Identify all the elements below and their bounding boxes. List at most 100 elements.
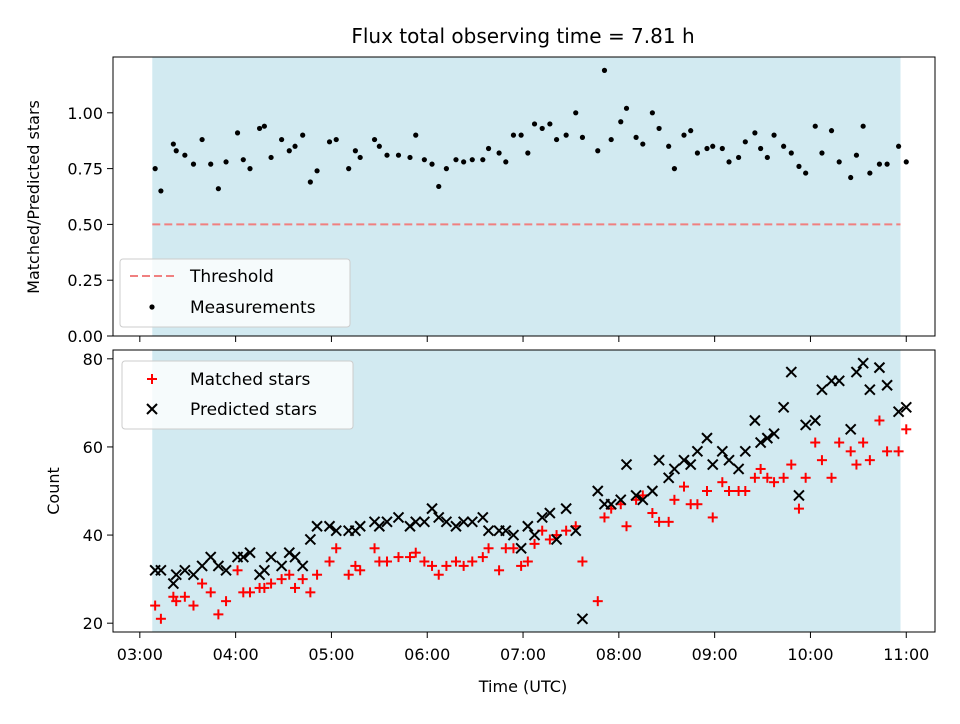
- matched-star-point: [259, 582, 270, 593]
- measurement-point: [726, 159, 732, 165]
- matched-star-point: [410, 547, 421, 558]
- measurement-point: [199, 136, 205, 143]
- x-tick-label: 08:00: [596, 645, 642, 664]
- predicted-star-point: [620, 458, 633, 471]
- matched-star-point: [577, 556, 588, 567]
- measurement-point: [876, 161, 883, 167]
- matched-star-point: [599, 512, 610, 523]
- y-axis-label-bottom: Count: [44, 467, 63, 515]
- predicted-marker-b: [418, 516, 431, 528]
- measurement-point: [261, 123, 267, 129]
- measurement-points: [152, 67, 909, 194]
- predicted-star-point: [749, 414, 761, 427]
- matched-star-point: [864, 455, 875, 466]
- predicted-star-point: [662, 472, 675, 484]
- predicted-marker-b: [426, 502, 438, 515]
- measurement-point: [247, 166, 253, 172]
- predicted-marker-b: [646, 485, 659, 497]
- predicted-marker-b: [678, 454, 690, 466]
- matched-star-point: [663, 516, 674, 527]
- predicted-star-point: [850, 366, 863, 378]
- measurement-point: [182, 152, 188, 158]
- matched-star-point: [793, 503, 804, 514]
- predicted-star-point: [500, 524, 512, 537]
- predicted-marker-b: [275, 560, 288, 572]
- predicted-star-point: [373, 520, 386, 532]
- y-tick-label: 60: [83, 438, 103, 457]
- measurement-point: [421, 157, 427, 163]
- predicted-star-point: [482, 524, 495, 537]
- y-tick-label: 0.50: [67, 215, 103, 234]
- measurement-point: [531, 121, 538, 127]
- predicted-star-point: [646, 485, 659, 497]
- predicted-marker-b: [507, 529, 520, 541]
- predicted-marker-b: [749, 414, 761, 427]
- measurement-point: [371, 136, 378, 143]
- predicted-marker-b: [560, 502, 572, 515]
- predicted-star-point: [237, 551, 250, 563]
- matched-star-point: [621, 521, 632, 532]
- predicted-star-point: [258, 564, 271, 577]
- measurement-point: [413, 132, 419, 138]
- predicted-marker-b: [205, 551, 217, 563]
- predicted-marker-b: [777, 401, 790, 413]
- measurement-point: [853, 152, 860, 158]
- predicted-star-point: [304, 533, 317, 546]
- predicted-star-point: [844, 423, 857, 436]
- predicted-star-point: [833, 375, 845, 387]
- matched-star-point: [245, 587, 255, 598]
- predicted-star-point: [892, 405, 905, 418]
- measurement-point: [510, 132, 517, 138]
- predicted-star-point: [739, 445, 752, 458]
- matched-star-point: [692, 499, 703, 510]
- matched-star-point: [179, 591, 190, 602]
- measurement-point: [307, 179, 313, 185]
- predicted-marker-b: [701, 432, 713, 444]
- matched-star-point: [355, 565, 366, 576]
- legend-matched-label: Matched stars: [190, 370, 310, 390]
- measurement-point: [601, 67, 608, 73]
- predicted-stars-points: [149, 357, 912, 625]
- measurement-point: [407, 154, 413, 161]
- matched-star-point: [213, 609, 224, 620]
- predicted-marker-b: [381, 516, 393, 528]
- matched-star-point: [297, 574, 308, 585]
- matched-star-point: [205, 587, 216, 598]
- y-tick-label: 40: [83, 526, 103, 545]
- matched-star-point: [150, 600, 161, 611]
- predicted-star-point: [592, 485, 604, 497]
- measurement-point: [376, 143, 382, 149]
- matched-star-point: [369, 543, 380, 554]
- measurement-point: [788, 150, 794, 156]
- predicted-marker-b: [433, 511, 445, 524]
- predicted-marker-b: [237, 551, 250, 563]
- legend-threshold-label: Threshold: [189, 267, 274, 287]
- legend-matched-swatch: [147, 374, 157, 384]
- matched-star-point: [769, 477, 780, 488]
- matched-star-point: [433, 569, 444, 580]
- predicted-star-point: [570, 524, 582, 537]
- predicted-star-point: [761, 432, 774, 444]
- predicted-marker-b: [850, 366, 863, 378]
- measurement-point: [346, 166, 352, 172]
- measurement-point: [688, 128, 694, 134]
- measurement-point: [429, 161, 435, 167]
- predicted-star-point: [296, 560, 309, 572]
- predicted-star-point: [433, 511, 445, 524]
- predicted-marker-b: [799, 419, 812, 431]
- measurement-point: [256, 125, 263, 132]
- matched-star-point: [266, 578, 277, 589]
- measurement-point: [681, 132, 687, 138]
- measurement-point: [903, 159, 909, 165]
- predicted-marker-b: [668, 463, 681, 475]
- predicted-star-point: [522, 520, 534, 532]
- matched-star-point: [561, 525, 572, 536]
- measurement-point: [573, 110, 579, 116]
- matched-star-point: [404, 552, 415, 563]
- predicted-star-point: [768, 428, 780, 440]
- matched-star-point: [717, 477, 728, 488]
- x-ticks-top: [139, 336, 907, 342]
- measurement-point: [503, 159, 509, 165]
- predicted-star-point: [410, 516, 422, 528]
